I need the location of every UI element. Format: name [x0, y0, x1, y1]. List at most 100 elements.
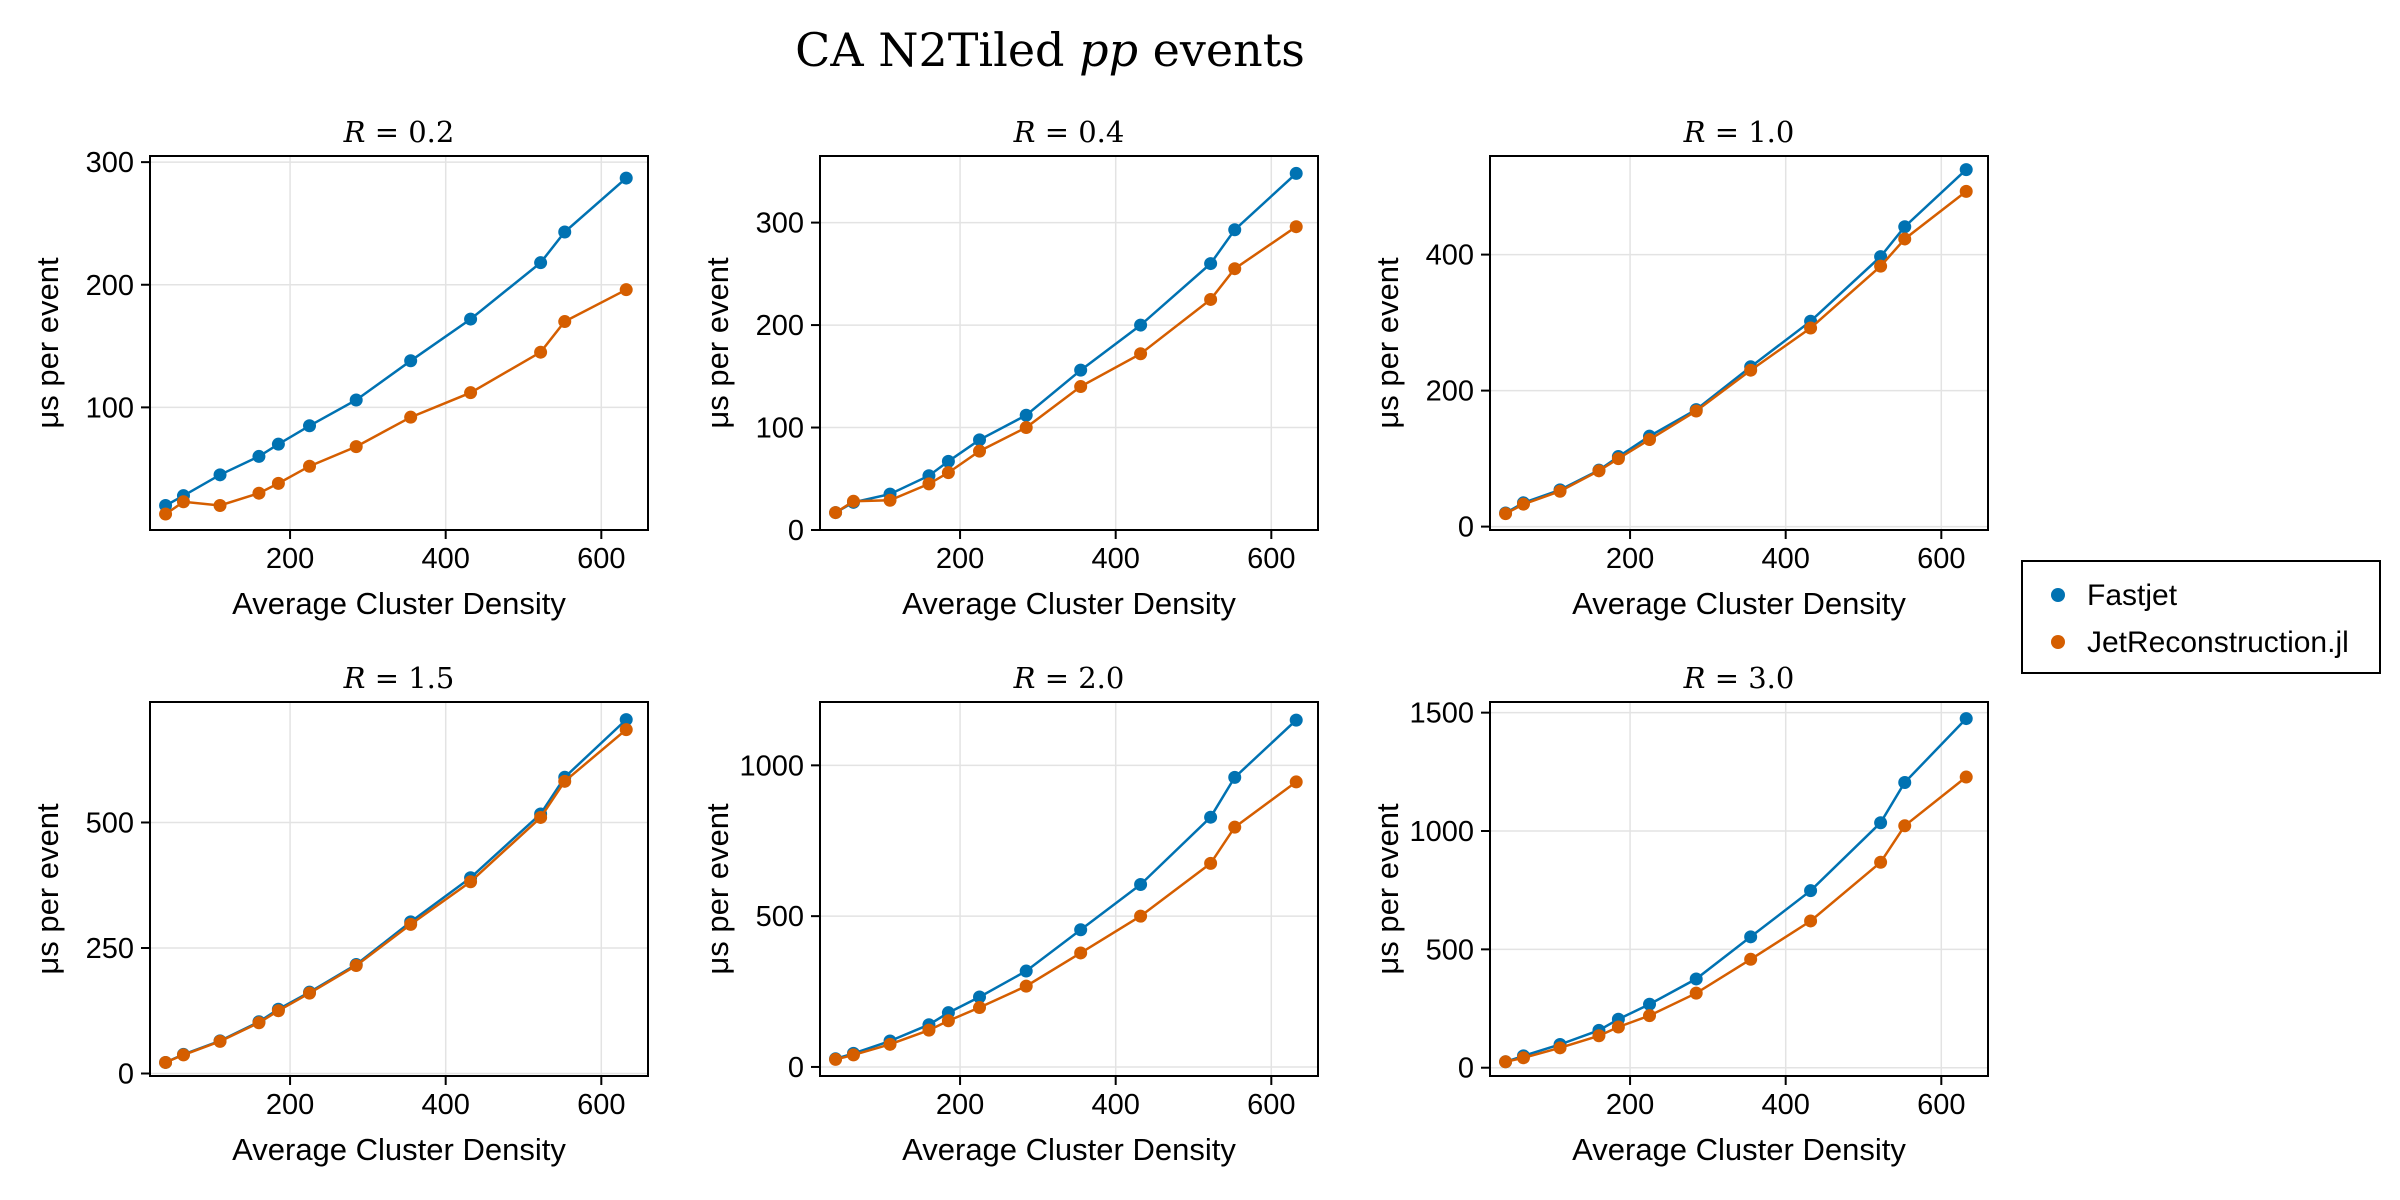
data-point-jetreconstruction	[1592, 1029, 1606, 1043]
data-point-fastjet	[1019, 964, 1033, 978]
data-point-jetreconstruction	[1289, 775, 1303, 789]
data-point-jetreconstruction	[303, 986, 317, 1000]
y-tick-label: 500	[1426, 934, 1474, 966]
x-tick-label: 200	[936, 543, 984, 575]
x-axis-label: Average Cluster Density	[232, 1132, 566, 1167]
chart-panel-3: 200 400 600 0 200 400 Average Cluster Density μ…	[1370, 115, 1989, 621]
data-point-jetreconstruction	[349, 440, 363, 454]
data-point-jetreconstruction	[159, 1055, 173, 1069]
chart-panel-4: 200 400 600 0 250 500 Average Cluster Density μ…	[30, 661, 649, 1167]
data-point-fastjet	[558, 225, 572, 239]
data-point-jetreconstruction	[1689, 404, 1703, 418]
y-axis-label: μs per event	[1370, 257, 1405, 429]
data-point-fastjet	[1874, 816, 1888, 830]
data-point-fastjet	[1204, 810, 1218, 824]
chart-panel-1: 200 400 600 100 200 300 Average Cluster Densit…	[30, 115, 649, 621]
data-point-jetreconstruction	[534, 810, 548, 824]
data-point-jetreconstruction	[1499, 1055, 1513, 1069]
legend-label-fastjet: Fastjet	[2087, 579, 2178, 612]
x-tick-label: 600	[1917, 543, 1965, 575]
plot-frame	[1489, 701, 1989, 1077]
data-point-jetreconstruction	[1874, 259, 1888, 273]
panel-title-variable: R	[343, 115, 366, 149]
data-point-jetreconstruction	[1744, 363, 1758, 377]
data-point-fastjet	[1074, 363, 1088, 377]
data-point-jetreconstruction	[1804, 321, 1818, 335]
panel-title: R = 0.4	[1013, 115, 1125, 149]
data-point-fastjet	[1019, 408, 1033, 422]
data-point-jetreconstruction	[883, 493, 897, 507]
data-point-jetreconstruction	[534, 345, 548, 359]
data-point-jetreconstruction	[846, 494, 860, 508]
x-tick-label: 400	[1091, 1089, 1139, 1121]
data-point-fastjet	[973, 990, 987, 1004]
data-point-fastjet	[1204, 257, 1218, 271]
data-point-fastjet	[1289, 166, 1303, 180]
data-point-jetreconstruction	[464, 386, 478, 400]
y-tick-label: 0	[1458, 512, 1474, 544]
x-tick-label: 400	[421, 1089, 469, 1121]
data-point-jetreconstruction	[1204, 856, 1218, 870]
panel-title-variable: R	[1013, 115, 1036, 149]
data-point-jetreconstruction	[1553, 484, 1567, 498]
x-tick-label: 600	[577, 1089, 625, 1121]
data-point-fastjet	[1289, 713, 1303, 727]
panel-title-value: = 1.5	[365, 661, 454, 695]
data-point-jetreconstruction	[1499, 507, 1513, 521]
data-point-jetreconstruction	[1019, 421, 1033, 435]
series-line-jetreconstruction	[1505, 776, 1967, 1064]
data-point-jetreconstruction	[1689, 986, 1703, 1000]
data-point-fastjet	[1959, 163, 1973, 177]
series-line-jetreconstruction	[165, 728, 628, 1064]
x-tick-label: 600	[1247, 543, 1295, 575]
y-tick-label: 0	[1458, 1053, 1474, 1085]
data-point-jetreconstruction	[176, 1048, 190, 1062]
series-line-jetreconstruction	[164, 288, 627, 516]
panel-title-value: = 1.0	[1705, 115, 1794, 149]
data-point-fastjet	[271, 437, 285, 451]
data-point-jetreconstruction	[973, 444, 987, 458]
x-tick-label: 200	[266, 1089, 314, 1121]
data-point-jetreconstruction	[1204, 292, 1218, 306]
y-tick-label: 1500	[1409, 698, 1474, 730]
data-point-fastjet	[534, 256, 548, 270]
data-point-jetreconstruction	[1553, 1041, 1567, 1055]
data-point-fastjet	[973, 433, 987, 447]
x-tick-label: 200	[936, 1089, 984, 1121]
chart-panels: 200 400 600 100 200 300 Average Cluster Densit…	[30, 115, 1989, 1167]
data-point-jetreconstruction	[349, 959, 363, 973]
y-tick-label: 0	[788, 515, 804, 547]
data-point-jetreconstruction	[829, 506, 843, 520]
data-point-fastjet	[303, 419, 317, 433]
panel-title: R = 2.0	[1013, 661, 1125, 695]
x-tick-label: 200	[266, 543, 314, 575]
chart-panel-6: 200 400 600 0 500 1000 1500 Average Cluster Den…	[1370, 661, 1989, 1167]
series-line-fastjet	[835, 719, 1298, 1060]
series-line-fastjet	[1504, 168, 1968, 515]
plot-frame	[819, 155, 1319, 531]
y-tick-label: 500	[86, 807, 134, 839]
legend-box	[2021, 560, 2381, 674]
data-point-jetreconstruction	[252, 1016, 266, 1030]
data-point-fastjet	[1874, 250, 1888, 264]
data-point-jetreconstruction	[619, 723, 633, 737]
data-point-jetreconstruction	[1019, 979, 1033, 993]
data-point-fastjet	[1228, 770, 1242, 784]
data-point-jetreconstruction	[1643, 433, 1657, 447]
y-axis-label: μs per event	[700, 803, 735, 975]
y-tick-label: 500	[756, 901, 804, 933]
panel-title-variable: R	[343, 661, 366, 695]
x-tick-label: 400	[421, 543, 469, 575]
data-point-fastjet	[1074, 923, 1088, 937]
plot-frame	[149, 155, 649, 531]
data-point-fastjet	[1898, 775, 1912, 789]
series-line-fastjet	[1505, 717, 1968, 1063]
data-point-jetreconstruction	[1516, 1051, 1530, 1065]
x-axis-label: Average Cluster Density	[232, 586, 566, 621]
y-tick-label: 200	[1426, 376, 1474, 408]
panel-title-value: = 2.0	[1035, 661, 1124, 695]
data-point-fastjet	[349, 393, 363, 407]
data-point-jetreconstruction	[404, 917, 418, 931]
data-point-fastjet	[1898, 220, 1912, 234]
